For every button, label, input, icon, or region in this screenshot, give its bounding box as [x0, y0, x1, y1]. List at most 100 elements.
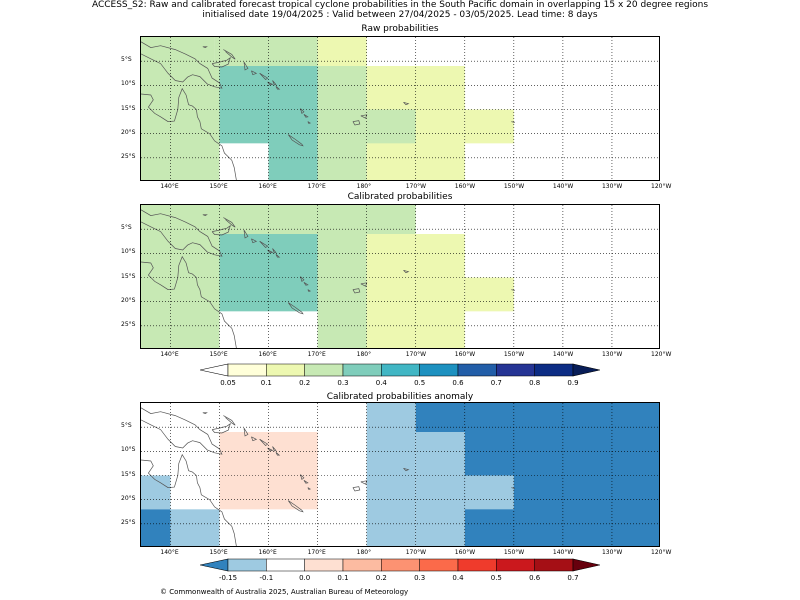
coastline [141, 209, 223, 257]
lat-tick-label: 20°S [121, 128, 136, 136]
coastline [259, 73, 269, 80]
colorbar-segment [419, 558, 459, 572]
lon-tick-label: 120°W [651, 183, 672, 190]
colorbar-tick-label: 0.0 [299, 574, 311, 582]
colorbar-tick-label: 0.3 [337, 379, 349, 387]
lat-tick-label: 10°S [121, 248, 136, 256]
lat-tick-label: 25°S [121, 518, 136, 526]
lon-tick-label: 140°W [552, 183, 574, 190]
lat-tick-label: 5°S [121, 56, 132, 64]
coastline [251, 238, 258, 244]
lon-tick-label: 120°W [651, 549, 672, 556]
lat-tick-label: 15°S [121, 272, 136, 280]
coastline [403, 101, 410, 106]
coastline [352, 486, 361, 492]
colorbar-tick-label: -0.15 [218, 574, 238, 582]
region-cell [141, 66, 220, 180]
coastline [223, 217, 236, 228]
lat-tick-label: 25°S [121, 152, 136, 160]
coastline [141, 255, 237, 348]
colorbar-segment [457, 558, 497, 572]
lon-tick-label: 150°W [503, 183, 525, 190]
lon-tick-label: 140°E [160, 183, 179, 190]
colorbar-segment [381, 558, 420, 572]
lon-tick-label: 160°E [258, 351, 277, 358]
region-cell [214, 37, 318, 66]
colorbar-over-triangle [572, 363, 600, 377]
colorbar-segment [419, 363, 459, 377]
lon-tick-label: 140°W [552, 549, 574, 556]
colorbar-segment [266, 558, 305, 572]
region-cell [464, 277, 514, 312]
colorbar-segment [342, 363, 382, 377]
region-cell [170, 509, 220, 546]
coastline [303, 282, 309, 286]
coastline [287, 302, 304, 315]
coastline [307, 487, 312, 490]
coastline [141, 453, 237, 546]
colorbar-tick-label: 0.2 [299, 379, 311, 387]
coastline [275, 452, 281, 456]
lon-tick-label: 170°E [307, 351, 326, 358]
colorbar-segment [496, 363, 535, 377]
colorbar-tick-label: 0.3 [414, 574, 426, 582]
coastline [223, 49, 236, 60]
lon-tick-label: 150°E [209, 183, 228, 190]
coastline [275, 86, 281, 90]
lat-tick-label: 15°S [121, 470, 136, 478]
colorbar-segment [534, 558, 574, 572]
lon-tick-label: 130°W [601, 183, 623, 190]
coastline [287, 500, 304, 513]
colorbar-segment [304, 363, 344, 377]
colorbar-segment [227, 363, 267, 377]
coastline [267, 81, 274, 86]
colorbar-probabilities [200, 363, 600, 377]
region-cell [219, 66, 269, 144]
region-cell [366, 109, 416, 144]
lon-tick-label: 140°E [160, 351, 179, 358]
lon-tick-label: 180° [356, 183, 372, 190]
lon-tick-label: 130°W [601, 351, 623, 358]
colorbar-segment [457, 363, 497, 377]
colorbar-tick-label: 0.5 [414, 379, 426, 387]
lon-tick-label: 160°W [454, 183, 476, 190]
lon-tick-label: 120°W [651, 351, 672, 358]
region-cell [141, 234, 220, 348]
colorbar-tick-label: 0.1 [260, 379, 272, 387]
coastline [275, 254, 281, 258]
lon-tick-label: 170°E [307, 183, 326, 190]
colorbar-anomaly [200, 558, 600, 572]
coastline [307, 121, 312, 124]
region-cell [464, 475, 514, 510]
colorbar-segment [266, 363, 305, 377]
region-cell [141, 475, 171, 510]
coastline [267, 447, 274, 452]
coastline [211, 224, 231, 236]
coastline [259, 439, 269, 446]
colorbar-tick-label: 0.9 [567, 379, 579, 387]
region-cell [141, 509, 171, 546]
lon-tick-label: 140°W [552, 351, 574, 358]
lon-tick-label: 150°E [209, 549, 228, 556]
coastline [211, 56, 231, 68]
region-cell [317, 37, 367, 66]
colorbar-tick-label: 0.7 [490, 379, 502, 387]
coastline [300, 276, 305, 282]
lon-tick-label: 170°E [307, 549, 326, 556]
region-cell [366, 403, 416, 546]
colorbar-segment [496, 558, 535, 572]
lat-tick-label: 10°S [121, 446, 136, 454]
region-cell [219, 432, 318, 510]
coastline [251, 70, 258, 76]
colorbar-tick-label: 0.8 [529, 379, 541, 387]
lon-tick-label: 170°W [405, 183, 427, 190]
coastline [141, 87, 237, 180]
coastline [202, 412, 208, 414]
lon-tick-label: 140°E [160, 549, 179, 556]
colorbar-tick-label: 0.5 [490, 574, 502, 582]
colorbar-tick-label: 0.05 [220, 379, 236, 387]
coastline [360, 114, 368, 119]
region-cell [268, 66, 318, 180]
coastline [272, 446, 277, 452]
colorbar-under-triangle [200, 363, 229, 377]
